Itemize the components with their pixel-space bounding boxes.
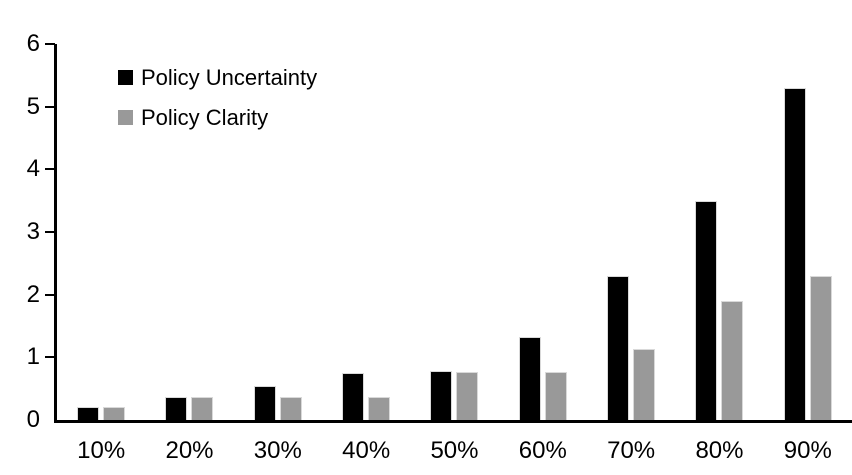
y-tick-label: 3: [26, 218, 40, 245]
bar-group-80%: [675, 44, 763, 420]
bar-group-10%: [57, 44, 145, 420]
y-tick-mark: [45, 43, 55, 45]
x-tick-label: 90%: [783, 437, 832, 464]
bar-group-20%: [145, 44, 233, 420]
x-tick-label: 80%: [695, 437, 744, 464]
bar-group-90%: [764, 44, 852, 420]
bar-policy-clarity-70%: [633, 349, 656, 420]
bar-policy-uncertainty-30%: [253, 386, 276, 420]
x-tick-label: 50%: [430, 437, 479, 464]
legend-label-policy-clarity: Policy Clarity: [141, 104, 269, 130]
x-axis-line: [54, 420, 852, 423]
y-tick-mark: [45, 231, 55, 233]
x-tick-label: 40%: [342, 437, 391, 464]
y-tick-mark: [45, 105, 55, 108]
bar-policy-clarity-20%: [191, 397, 214, 420]
y-tick-label: 6: [26, 30, 40, 57]
y-tick-label: 2: [26, 280, 40, 308]
x-tick-label: 30%: [253, 437, 302, 464]
legend-swatch-policy-uncertainty-icon: [118, 70, 133, 85]
bar-policy-uncertainty-40%: [342, 373, 365, 420]
bar-policy-clarity-60%: [544, 372, 567, 420]
bar-policy-uncertainty-60%: [518, 337, 541, 420]
x-tick-label: 10%: [77, 437, 126, 464]
bar-policy-clarity-10%: [103, 407, 126, 420]
x-tick-label: 20%: [165, 437, 214, 464]
bar-policy-clarity-90%: [809, 276, 832, 420]
y-tick-mark: [45, 168, 55, 171]
bar-policy-clarity-40%: [368, 397, 391, 420]
bar-policy-uncertainty-70%: [607, 276, 630, 420]
legend-label-policy-uncertainty: Policy Uncertainty: [141, 64, 318, 90]
y-tick-label: 1: [26, 343, 40, 371]
y-tick-mark: [45, 293, 55, 296]
bar-policy-clarity-50%: [456, 372, 479, 420]
bar-policy-clarity-30%: [279, 397, 302, 420]
x-tick-label: 70%: [607, 437, 656, 464]
bar-policy-clarity-80%: [721, 301, 744, 420]
bar-policy-uncertainty-10%: [77, 407, 100, 420]
legend: Policy Uncertainty Policy Clarity: [118, 63, 317, 143]
y-tick-label: 4: [26, 155, 40, 183]
plot-area: [57, 44, 852, 420]
y-axis-line: [54, 44, 57, 423]
bar-policy-uncertainty-20%: [165, 397, 188, 420]
y-tick-label: 0: [26, 406, 40, 433]
bar-group-70%: [587, 44, 675, 420]
bar-group-50%: [410, 44, 498, 420]
legend-swatch-policy-clarity-icon: [118, 110, 133, 125]
bar-group-60%: [499, 44, 587, 420]
x-axis-labels: 10% 20% 30% 40% 50% 60% 70% 80% 90%: [57, 438, 852, 464]
legend-item-policy-uncertainty: Policy Uncertainty: [118, 63, 317, 92]
legend-item-policy-clarity: Policy Clarity: [118, 103, 317, 132]
bar-policy-uncertainty-80%: [695, 201, 718, 420]
y-tick-label: 5: [26, 92, 40, 120]
bar-policy-uncertainty-50%: [430, 371, 453, 420]
bar-policy-uncertainty-90%: [783, 88, 806, 420]
bar-group-40%: [322, 44, 410, 420]
bar-group-30%: [234, 44, 322, 420]
x-tick-label: 60%: [518, 437, 567, 464]
y-tick-mark: [45, 356, 55, 359]
